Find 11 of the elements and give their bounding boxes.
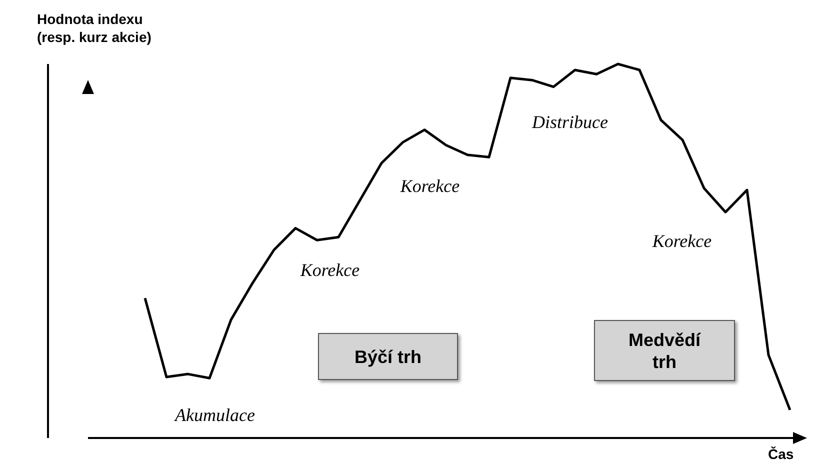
y-axis-title: Hodnota indexu (resp. kurz akcie) (37, 10, 152, 46)
label-box: Býčí trh (318, 333, 458, 380)
x-axis-title: Čas (768, 446, 794, 462)
annotation: Korekce (651, 231, 713, 252)
annotation: Býčí trh (354, 346, 422, 368)
annotation: Akumulace (173, 405, 256, 426)
annotation: Medvědí trh (627, 328, 702, 372)
annotation: Korekce (399, 176, 461, 197)
label-box: Medvědí trh (594, 320, 735, 381)
annotation: Korekce (299, 260, 361, 281)
annotation: Distribuce (530, 112, 609, 133)
